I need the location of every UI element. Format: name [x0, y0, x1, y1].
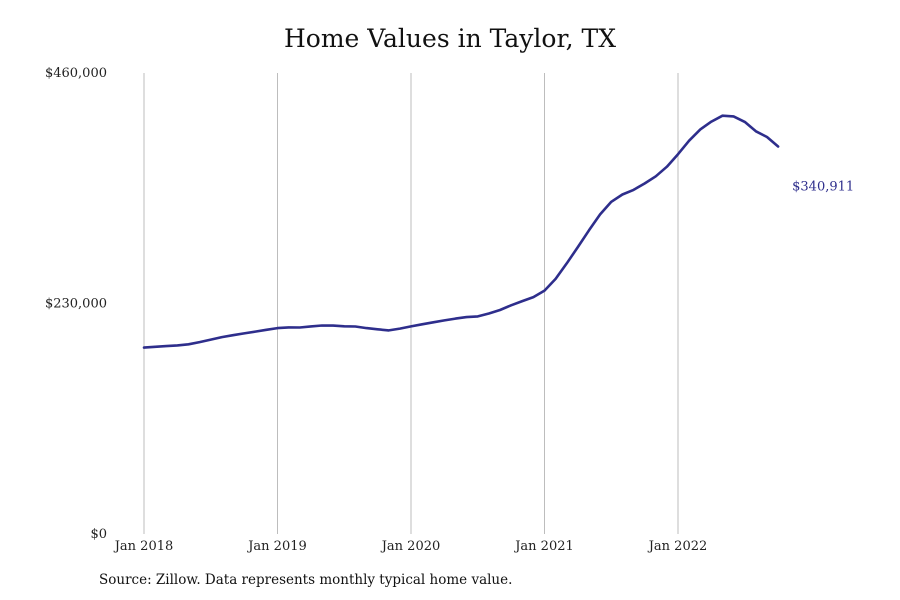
x-tick-label: Jan 2019 [246, 539, 307, 554]
x-tick-label: Jan 2020 [380, 539, 441, 554]
y-tick-label: $0 [90, 527, 107, 542]
series-layer [142, 114, 780, 349]
gridlines [143, 73, 679, 534]
y-tick-label: $230,000 [45, 297, 107, 312]
y-tick-label: $460,000 [45, 66, 107, 81]
x-tick-label: Jan 2018 [113, 539, 174, 554]
chart-title: Home Values in Taylor, TX [283, 24, 617, 53]
x-tick-label: Jan 2022 [647, 539, 708, 554]
x-tick-label: Jan 2021 [513, 539, 574, 554]
y-axis-ticks: $0 $230,000 $460,000 [45, 66, 107, 542]
end-value-label: $340,911 [792, 180, 854, 195]
source-note: Source: Zillow. Data represents monthly … [99, 572, 513, 588]
series-line [142, 114, 780, 349]
x-axis-ticks: Jan 2018 Jan 2019 Jan 2020 Jan 2021 Jan 2022 [113, 539, 708, 554]
end-label-layer: $340,911 [792, 180, 854, 195]
